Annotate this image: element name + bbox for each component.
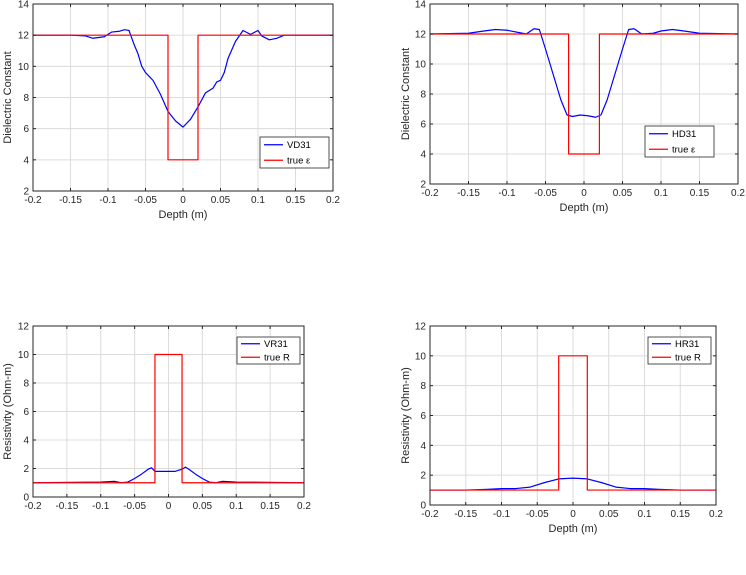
y-tick-label: 12: [18, 31, 30, 42]
x-tick-label: -0.05: [123, 501, 146, 512]
y-tick-label: 12: [415, 322, 427, 333]
legend-label: VR31: [264, 339, 288, 350]
x-tick-label: 0.1: [638, 509, 652, 520]
x-tick-label: 0.05: [193, 501, 213, 512]
x-tick-label: -0.15: [55, 501, 78, 512]
x-axis-label: Depth (m): [159, 209, 208, 221]
y-tick-label: 8: [420, 90, 426, 101]
x-tick-label: 0.1: [654, 188, 668, 199]
y-tick-label: 10: [18, 62, 30, 73]
x-tick-label: -0.05: [534, 188, 557, 199]
x-tick-label: 0.05: [613, 188, 633, 199]
x-tick-label: -0.05: [134, 195, 157, 206]
x-tick-label: 0.2: [297, 501, 311, 512]
y-tick-label: 10: [18, 350, 30, 361]
legend: HR31 true R: [648, 337, 711, 364]
x-tick-label: 0.1: [251, 195, 265, 206]
y-tick-label: 4: [23, 436, 29, 447]
y-axis-label: Dielectric Constant: [400, 48, 412, 140]
chart-panel-1: -0.2 -0.15 -0.1 -0.05 0 0.05 0.1 0.15 0.22468101…: [2, 0, 340, 221]
x-tick-label: 0.15: [690, 188, 710, 199]
legend-label: true R: [264, 353, 290, 364]
legend-label: HD31: [672, 129, 696, 140]
y-tick-label: 8: [23, 379, 29, 390]
chart-panel-2: -0.2 -0.15 -0.1 -0.05 0 0.05 0.1 0.15 0.22468101…: [400, 0, 745, 214]
chart-panel-4: -0.2 -0.15 -0.1 -0.05 0 0.05 0.1 0.15 0.20246810…: [400, 322, 723, 536]
y-tick-label: 8: [420, 381, 426, 392]
y-tick-label: 8: [23, 93, 29, 104]
y-tick-label: 6: [420, 411, 426, 422]
x-axis-label: Depth (m): [549, 523, 598, 535]
x-tick-label: 0: [581, 188, 587, 199]
y-tick-label: 10: [415, 60, 427, 71]
y-tick-label: 2: [420, 471, 426, 482]
x-tick-label: 0.2: [731, 188, 745, 199]
chart-panel-3: -0.2 -0.15 -0.1 -0.05 0 0.05 0.1 0.15 0.20246810…: [2, 322, 311, 513]
y-tick-label: 0: [420, 501, 426, 512]
x-tick-label: -0.15: [454, 509, 477, 520]
y-tick-label: 6: [420, 120, 426, 131]
x-tick-label: -0.1: [493, 509, 511, 520]
x-tick-label: -0.15: [59, 195, 82, 206]
legend-label: HR31: [675, 339, 699, 350]
y-tick-label: 2: [23, 187, 29, 198]
legend-label: true ε: [287, 156, 311, 167]
legend-label: true ε: [672, 145, 696, 156]
y-tick-label: 4: [420, 441, 426, 452]
legend: VR31 true R: [237, 337, 300, 364]
x-tick-label: -0.1: [498, 188, 516, 199]
y-tick-label: 6: [23, 407, 29, 418]
x-tick-label: 0.05: [599, 509, 619, 520]
legend: VD31 true ε: [260, 137, 329, 168]
x-axis-label: Depth (m): [560, 202, 609, 214]
x-tick-label: -0.1: [92, 501, 110, 512]
x-tick-label: 0.2: [326, 195, 340, 206]
y-tick-label: 0: [23, 493, 29, 504]
y-tick-label: 14: [415, 0, 427, 11]
x-tick-label: 0: [166, 501, 172, 512]
x-tick-label: 0.15: [286, 195, 306, 206]
x-tick-label: 0.15: [671, 509, 691, 520]
x-tick-label: -0.15: [457, 188, 480, 199]
y-tick-label: 2: [420, 180, 426, 191]
y-tick-label: 6: [23, 124, 29, 135]
y-axis-label: Resistivity (Ohm-m): [2, 363, 14, 460]
legend-label: true R: [675, 353, 701, 364]
x-tick-label: -0.05: [526, 509, 549, 520]
y-tick-label: 2: [23, 464, 29, 475]
x-tick-label: 0: [180, 195, 186, 206]
y-tick-label: 12: [415, 30, 427, 41]
x-tick-label: -0.1: [99, 195, 117, 206]
y-axis-label: Dielectric Constant: [2, 51, 14, 143]
y-axis-label: Resistivity (Ohm-m): [400, 367, 412, 464]
y-tick-label: 14: [18, 0, 30, 11]
y-tick-label: 12: [18, 322, 30, 333]
y-tick-label: 10: [415, 351, 427, 362]
x-tick-label: 0.2: [709, 509, 723, 520]
legend: HD31 true ε: [645, 126, 714, 157]
x-tick-label: 0: [570, 509, 576, 520]
x-tick-label: 0.15: [260, 501, 280, 512]
y-tick-label: 4: [420, 150, 426, 161]
x-tick-label: 0.05: [211, 195, 231, 206]
x-tick-label: 0.1: [229, 501, 243, 512]
legend-label: VD31: [287, 140, 311, 151]
y-tick-label: 4: [23, 155, 29, 166]
